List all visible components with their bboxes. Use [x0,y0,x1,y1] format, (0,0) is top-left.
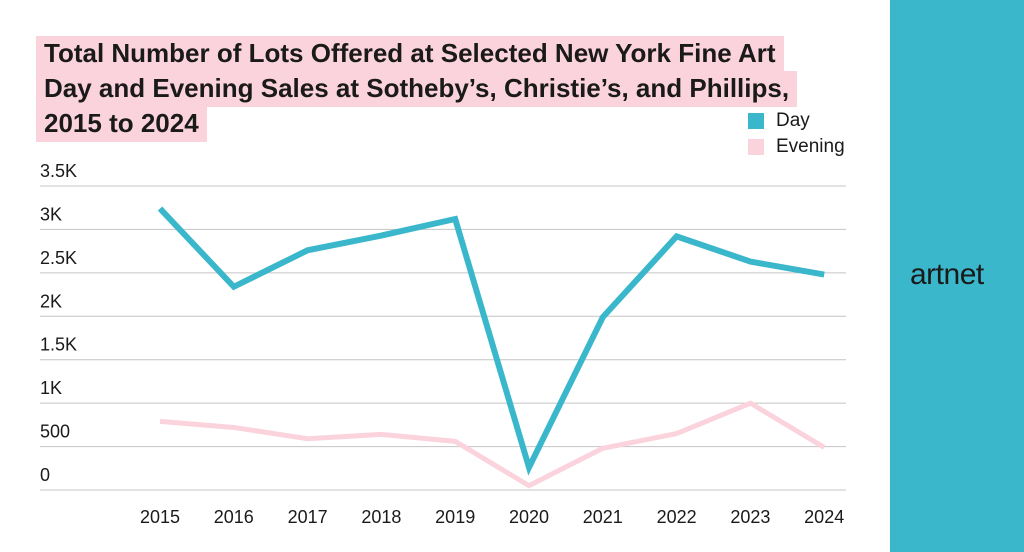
x-tick-label: 2020 [509,507,549,527]
y-axis-tick-labels: 0 500 1K 1.5K 2K 2.5K 3K 3.5K [40,161,77,485]
legend-label-evening: Evening [776,136,845,157]
legend-swatch-evening [748,139,764,155]
x-tick-label: 2023 [730,507,770,527]
series-lines [157,206,826,489]
brand-sidebar [890,0,1024,552]
series-line-evening [159,400,826,489]
y-tick-label: 3.5K [40,161,77,181]
series-line-day [157,206,825,476]
y-tick-label: 500 [40,422,70,442]
artnet-logo: artnet [910,258,984,291]
y-tick-label: 1K [40,378,62,398]
legend: Day Evening [748,108,845,160]
y-tick-label: 1.5K [40,335,77,355]
y-tick-label: 2K [40,291,62,311]
x-tick-label: 2017 [288,507,328,527]
y-tick-label: 0 [40,465,50,485]
legend-item-day: Day [748,108,845,134]
y-tick-label: 2.5K [40,248,77,268]
x-tick-label: 2016 [214,507,254,527]
x-tick-label: 2015 [140,507,180,527]
grid-lines [40,185,846,491]
x-tick-label: 2018 [361,507,401,527]
chart-title-text: Total Number of Lots Offered at Selected… [36,36,798,142]
x-tick-label: 2024 [804,507,844,527]
x-tick-label: 2022 [657,507,697,527]
legend-swatch-day [748,113,764,129]
x-tick-label: 2021 [583,507,623,527]
x-axis-tick-labels: 2015 2016 2017 2018 2019 2020 2021 2022 2023 2024 [140,507,844,527]
chart-title: Total Number of Lots Offered at Selected… [36,36,798,142]
legend-item-evening: Evening [748,134,845,160]
y-tick-label: 3K [40,204,62,224]
x-tick-label: 2019 [435,507,475,527]
legend-label-day: Day [776,110,810,131]
